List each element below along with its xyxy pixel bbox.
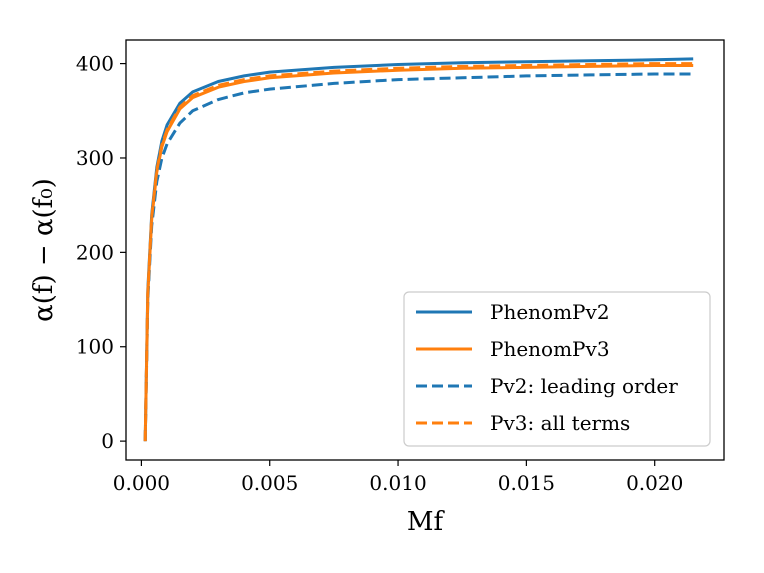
plot-area (125, 39, 725, 461)
y-axis-label: α(f) − α(f₀) (29, 178, 59, 322)
x-tick-label: 0.020 (626, 471, 683, 495)
y-tick-label: 400 (76, 52, 114, 76)
y-tick-label: 100 (76, 335, 114, 359)
plot-frame (125, 39, 725, 461)
x-tick-label: 0.000 (113, 471, 170, 495)
x-tick-label: 0.010 (369, 471, 426, 495)
series-line-2 (143, 72, 694, 442)
legend-box (403, 291, 711, 447)
legend: PhenomPv2 PhenomPv3 Pv2: leading order Pv3:… (403, 291, 711, 447)
legend-label: PhenomPv3 (490, 337, 610, 361)
y-axis: 0 100 200 300 400 (76, 52, 126, 453)
x-tick-label: 0.005 (241, 471, 298, 495)
y-tick-label: 300 (76, 146, 114, 170)
y-tick-label: 0 (101, 429, 114, 453)
x-tick-label: 0.015 (498, 471, 555, 495)
series-line-3 (143, 62, 694, 442)
x-axis: 0.000 0.005 0.010 0.015 0.020 (113, 460, 683, 495)
y-tick-label: 200 (76, 240, 114, 264)
x-axis-label: Mf (407, 507, 446, 537)
legend-label: Pv2: leading order (490, 374, 678, 398)
legend-label: Pv3: all terms (490, 411, 630, 435)
legend-label: PhenomPv2 (490, 300, 610, 324)
